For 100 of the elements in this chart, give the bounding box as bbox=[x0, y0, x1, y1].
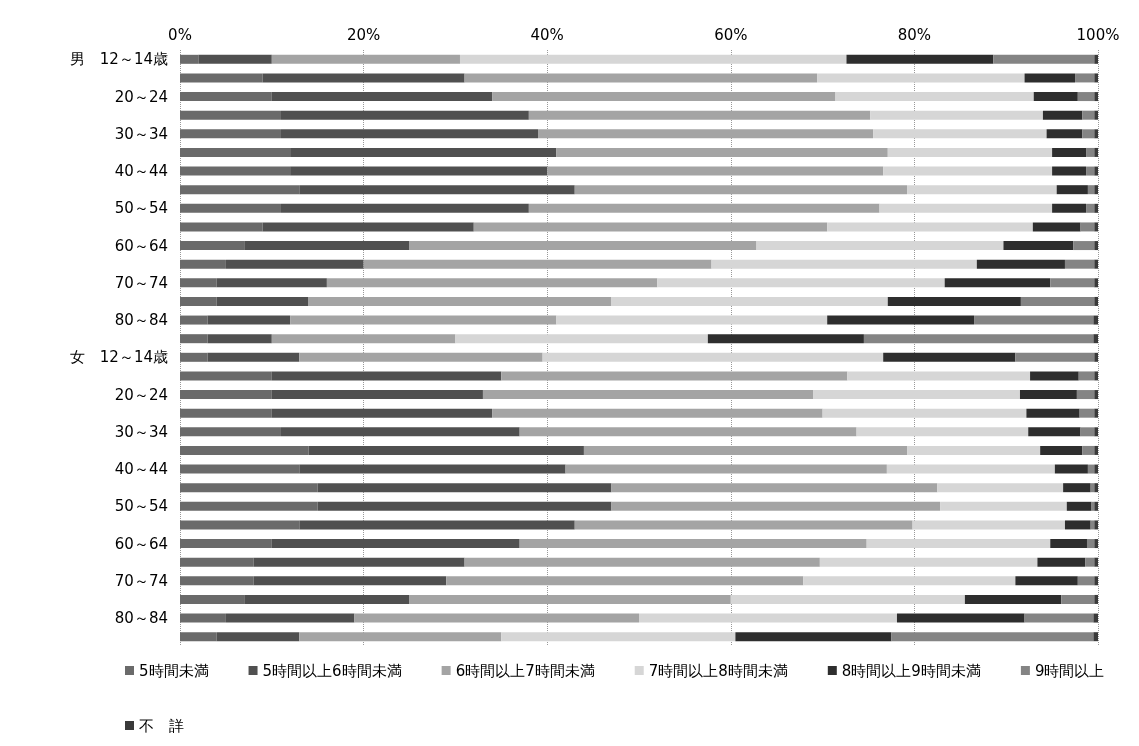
bar bbox=[271, 92, 493, 102]
legend-label: 9時間以上 bbox=[1034, 661, 1105, 680]
bar bbox=[180, 166, 291, 176]
bar bbox=[883, 166, 1053, 176]
bar bbox=[1094, 129, 1098, 139]
bar bbox=[1087, 185, 1095, 195]
bar bbox=[225, 259, 364, 269]
bar bbox=[317, 501, 612, 511]
bar bbox=[964, 594, 1062, 604]
y-tick-label: 30～34 bbox=[114, 124, 168, 143]
bar bbox=[940, 501, 1067, 511]
bar bbox=[873, 129, 1047, 139]
bar bbox=[1080, 427, 1095, 437]
bar bbox=[1033, 92, 1078, 102]
bar bbox=[180, 222, 263, 232]
bar bbox=[1063, 483, 1091, 493]
bar bbox=[1028, 427, 1081, 437]
bar bbox=[1032, 222, 1081, 232]
bar bbox=[501, 632, 736, 642]
bar bbox=[216, 632, 300, 642]
bar bbox=[1086, 203, 1095, 213]
bar bbox=[1052, 147, 1087, 157]
bar bbox=[262, 73, 465, 83]
bar bbox=[1077, 576, 1095, 586]
y-tick-label: 20～24 bbox=[114, 385, 168, 404]
bar bbox=[207, 352, 300, 362]
bar bbox=[1093, 334, 1098, 344]
bar bbox=[1064, 520, 1091, 530]
y-tick-label: 80～84 bbox=[114, 609, 168, 628]
bar bbox=[271, 390, 483, 400]
bar bbox=[1061, 594, 1095, 604]
bar bbox=[846, 54, 994, 64]
bar bbox=[1094, 594, 1098, 604]
bar bbox=[180, 241, 245, 251]
bar bbox=[290, 147, 557, 157]
y-tick-label: 80～84 bbox=[114, 311, 168, 330]
bar bbox=[1094, 92, 1098, 102]
bar bbox=[822, 408, 1027, 418]
bar bbox=[819, 557, 1038, 567]
bar bbox=[1003, 241, 1074, 251]
bar bbox=[180, 632, 217, 642]
bar bbox=[1078, 371, 1095, 381]
bar bbox=[883, 352, 1016, 362]
bar bbox=[887, 296, 1021, 306]
bar bbox=[886, 464, 1055, 474]
bar bbox=[1082, 445, 1095, 455]
bar bbox=[1050, 278, 1095, 288]
bar bbox=[542, 352, 884, 362]
bar bbox=[1094, 110, 1098, 120]
bar bbox=[180, 147, 291, 157]
bar bbox=[896, 613, 1025, 623]
bar bbox=[835, 92, 1034, 102]
bar bbox=[735, 632, 892, 642]
bar bbox=[1094, 278, 1098, 288]
bar bbox=[707, 334, 864, 344]
bar bbox=[280, 110, 529, 120]
bar bbox=[891, 632, 1094, 642]
bar bbox=[1086, 539, 1095, 549]
bar bbox=[216, 278, 327, 288]
bar bbox=[225, 613, 355, 623]
bar bbox=[180, 483, 318, 493]
y-tick-label: 30～34 bbox=[114, 422, 168, 441]
bar bbox=[180, 296, 217, 306]
bar bbox=[180, 427, 281, 437]
y-tick-label: 50～54 bbox=[114, 497, 168, 516]
bar bbox=[1024, 613, 1094, 623]
y-tick-label: 70～74 bbox=[114, 571, 168, 590]
bar bbox=[1094, 557, 1098, 567]
bar bbox=[271, 408, 493, 418]
bar bbox=[1077, 92, 1095, 102]
bar bbox=[1079, 408, 1095, 418]
bar bbox=[180, 110, 281, 120]
bar bbox=[1015, 576, 1078, 586]
bar bbox=[180, 594, 245, 604]
bar bbox=[907, 185, 1057, 195]
y-tick-label: 70～74 bbox=[114, 273, 168, 292]
bar bbox=[299, 185, 575, 195]
bar bbox=[556, 315, 828, 325]
bar bbox=[1050, 539, 1087, 549]
bar bbox=[887, 147, 1053, 157]
bar bbox=[1094, 371, 1098, 381]
bar bbox=[1037, 557, 1086, 567]
bar bbox=[1082, 129, 1095, 139]
bar bbox=[1094, 539, 1098, 549]
bar bbox=[1094, 408, 1098, 418]
bar bbox=[180, 539, 272, 549]
bar bbox=[1054, 464, 1088, 474]
bar bbox=[1094, 166, 1098, 176]
bar bbox=[1064, 259, 1095, 269]
bar bbox=[180, 73, 263, 83]
bar bbox=[866, 539, 1051, 549]
bar bbox=[1093, 632, 1098, 642]
bar bbox=[1024, 73, 1076, 83]
bar bbox=[1094, 147, 1098, 157]
bar bbox=[1020, 296, 1095, 306]
legend-label: 不 詳 bbox=[139, 716, 184, 735]
bar bbox=[993, 54, 1095, 64]
bar bbox=[1094, 483, 1098, 493]
bar bbox=[1075, 73, 1095, 83]
bar bbox=[1066, 501, 1092, 511]
